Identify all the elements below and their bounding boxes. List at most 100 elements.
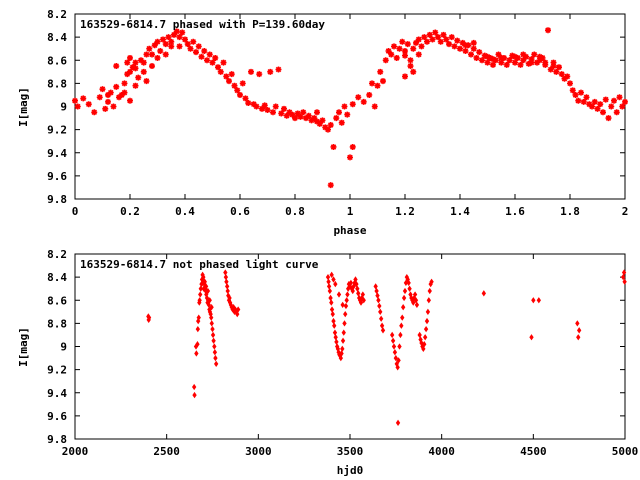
y-tick-label: 9.6	[47, 410, 67, 423]
data-point	[492, 57, 499, 64]
data-point	[440, 31, 447, 38]
data-point	[473, 54, 480, 61]
data-point	[509, 52, 516, 59]
data-point	[212, 349, 218, 356]
data-point	[410, 68, 417, 75]
data-point	[622, 98, 628, 105]
data-point	[558, 71, 565, 78]
data-point	[341, 329, 346, 336]
data-point	[143, 78, 150, 85]
y-tick-label: 8.8	[47, 77, 67, 90]
data-point	[344, 297, 349, 304]
data-point	[187, 45, 194, 52]
data-point	[332, 329, 338, 336]
data-point	[154, 38, 161, 45]
data-point	[162, 41, 169, 48]
data-point	[267, 68, 274, 75]
data-point	[333, 115, 340, 122]
data-point	[195, 43, 202, 50]
data-point	[468, 51, 474, 58]
data-point	[195, 326, 200, 333]
data-point	[162, 51, 169, 58]
data-point	[140, 68, 147, 75]
data-point	[173, 28, 180, 35]
data-point	[576, 334, 581, 341]
data-point	[402, 287, 408, 295]
data-point	[151, 42, 158, 49]
data-point	[132, 59, 139, 66]
data-point	[336, 291, 342, 298]
data-point	[107, 89, 114, 96]
data-point	[594, 105, 601, 112]
data-point	[495, 51, 502, 58]
data-point	[396, 45, 403, 52]
data-point	[146, 314, 152, 321]
data-point	[91, 109, 98, 116]
data-point	[369, 80, 375, 87]
data-point	[432, 29, 439, 36]
data-point	[226, 78, 232, 85]
data-point	[583, 94, 590, 101]
data-point	[330, 143, 337, 150]
data-point	[402, 73, 408, 80]
data-point	[421, 345, 426, 352]
data-point	[332, 322, 337, 329]
data-point	[325, 273, 331, 281]
data-point	[343, 302, 349, 310]
data-point	[375, 292, 380, 299]
data-point	[256, 71, 263, 78]
data-point	[390, 337, 396, 344]
data-point	[344, 111, 351, 118]
data-point	[398, 331, 403, 339]
data-point	[385, 48, 392, 54]
data-point	[388, 51, 395, 58]
data-point	[407, 63, 414, 70]
data-point	[531, 297, 536, 304]
data-point	[575, 320, 580, 327]
data-point	[235, 310, 240, 318]
data-point	[127, 68, 133, 75]
data-point	[371, 103, 378, 110]
data-point	[520, 51, 527, 58]
data-point	[242, 95, 249, 102]
data-point	[149, 63, 155, 70]
data-point	[462, 42, 469, 49]
data-point	[275, 66, 282, 73]
data-point	[396, 357, 401, 364]
data-point	[132, 82, 139, 89]
data-point	[220, 59, 227, 66]
y-tick-label: 8.4	[47, 271, 67, 284]
data-point	[203, 283, 209, 290]
data-point	[201, 48, 208, 54]
y-tick-label: 8.6	[47, 54, 67, 67]
data-point	[498, 59, 505, 66]
data-point	[426, 31, 433, 38]
data-point	[325, 126, 331, 133]
data-point	[116, 94, 122, 101]
data-point	[517, 61, 524, 68]
data-point	[168, 38, 175, 45]
data-point	[311, 115, 318, 122]
data-point	[96, 94, 103, 101]
data-point	[470, 39, 477, 46]
x-tick-label: 5000	[612, 445, 639, 458]
data-point	[424, 317, 430, 325]
data-point	[391, 43, 397, 50]
data-point	[209, 314, 214, 321]
data-point	[470, 45, 477, 52]
data-point	[402, 52, 408, 59]
y-tick-label: 9.6	[47, 170, 67, 183]
x-tick-label: 0.8	[285, 205, 305, 218]
data-point	[334, 338, 339, 346]
x-tick-label: 1.8	[560, 205, 580, 218]
data-point	[459, 39, 466, 46]
data-point	[602, 96, 609, 103]
y-tick-label: 9	[60, 341, 67, 354]
phased-y-axis-label: I[mag]	[17, 87, 30, 127]
data-point	[292, 115, 298, 122]
data-point	[190, 38, 197, 45]
data-point	[314, 118, 320, 125]
data-point	[231, 82, 238, 89]
data-point	[209, 320, 214, 327]
data-point	[572, 91, 579, 98]
